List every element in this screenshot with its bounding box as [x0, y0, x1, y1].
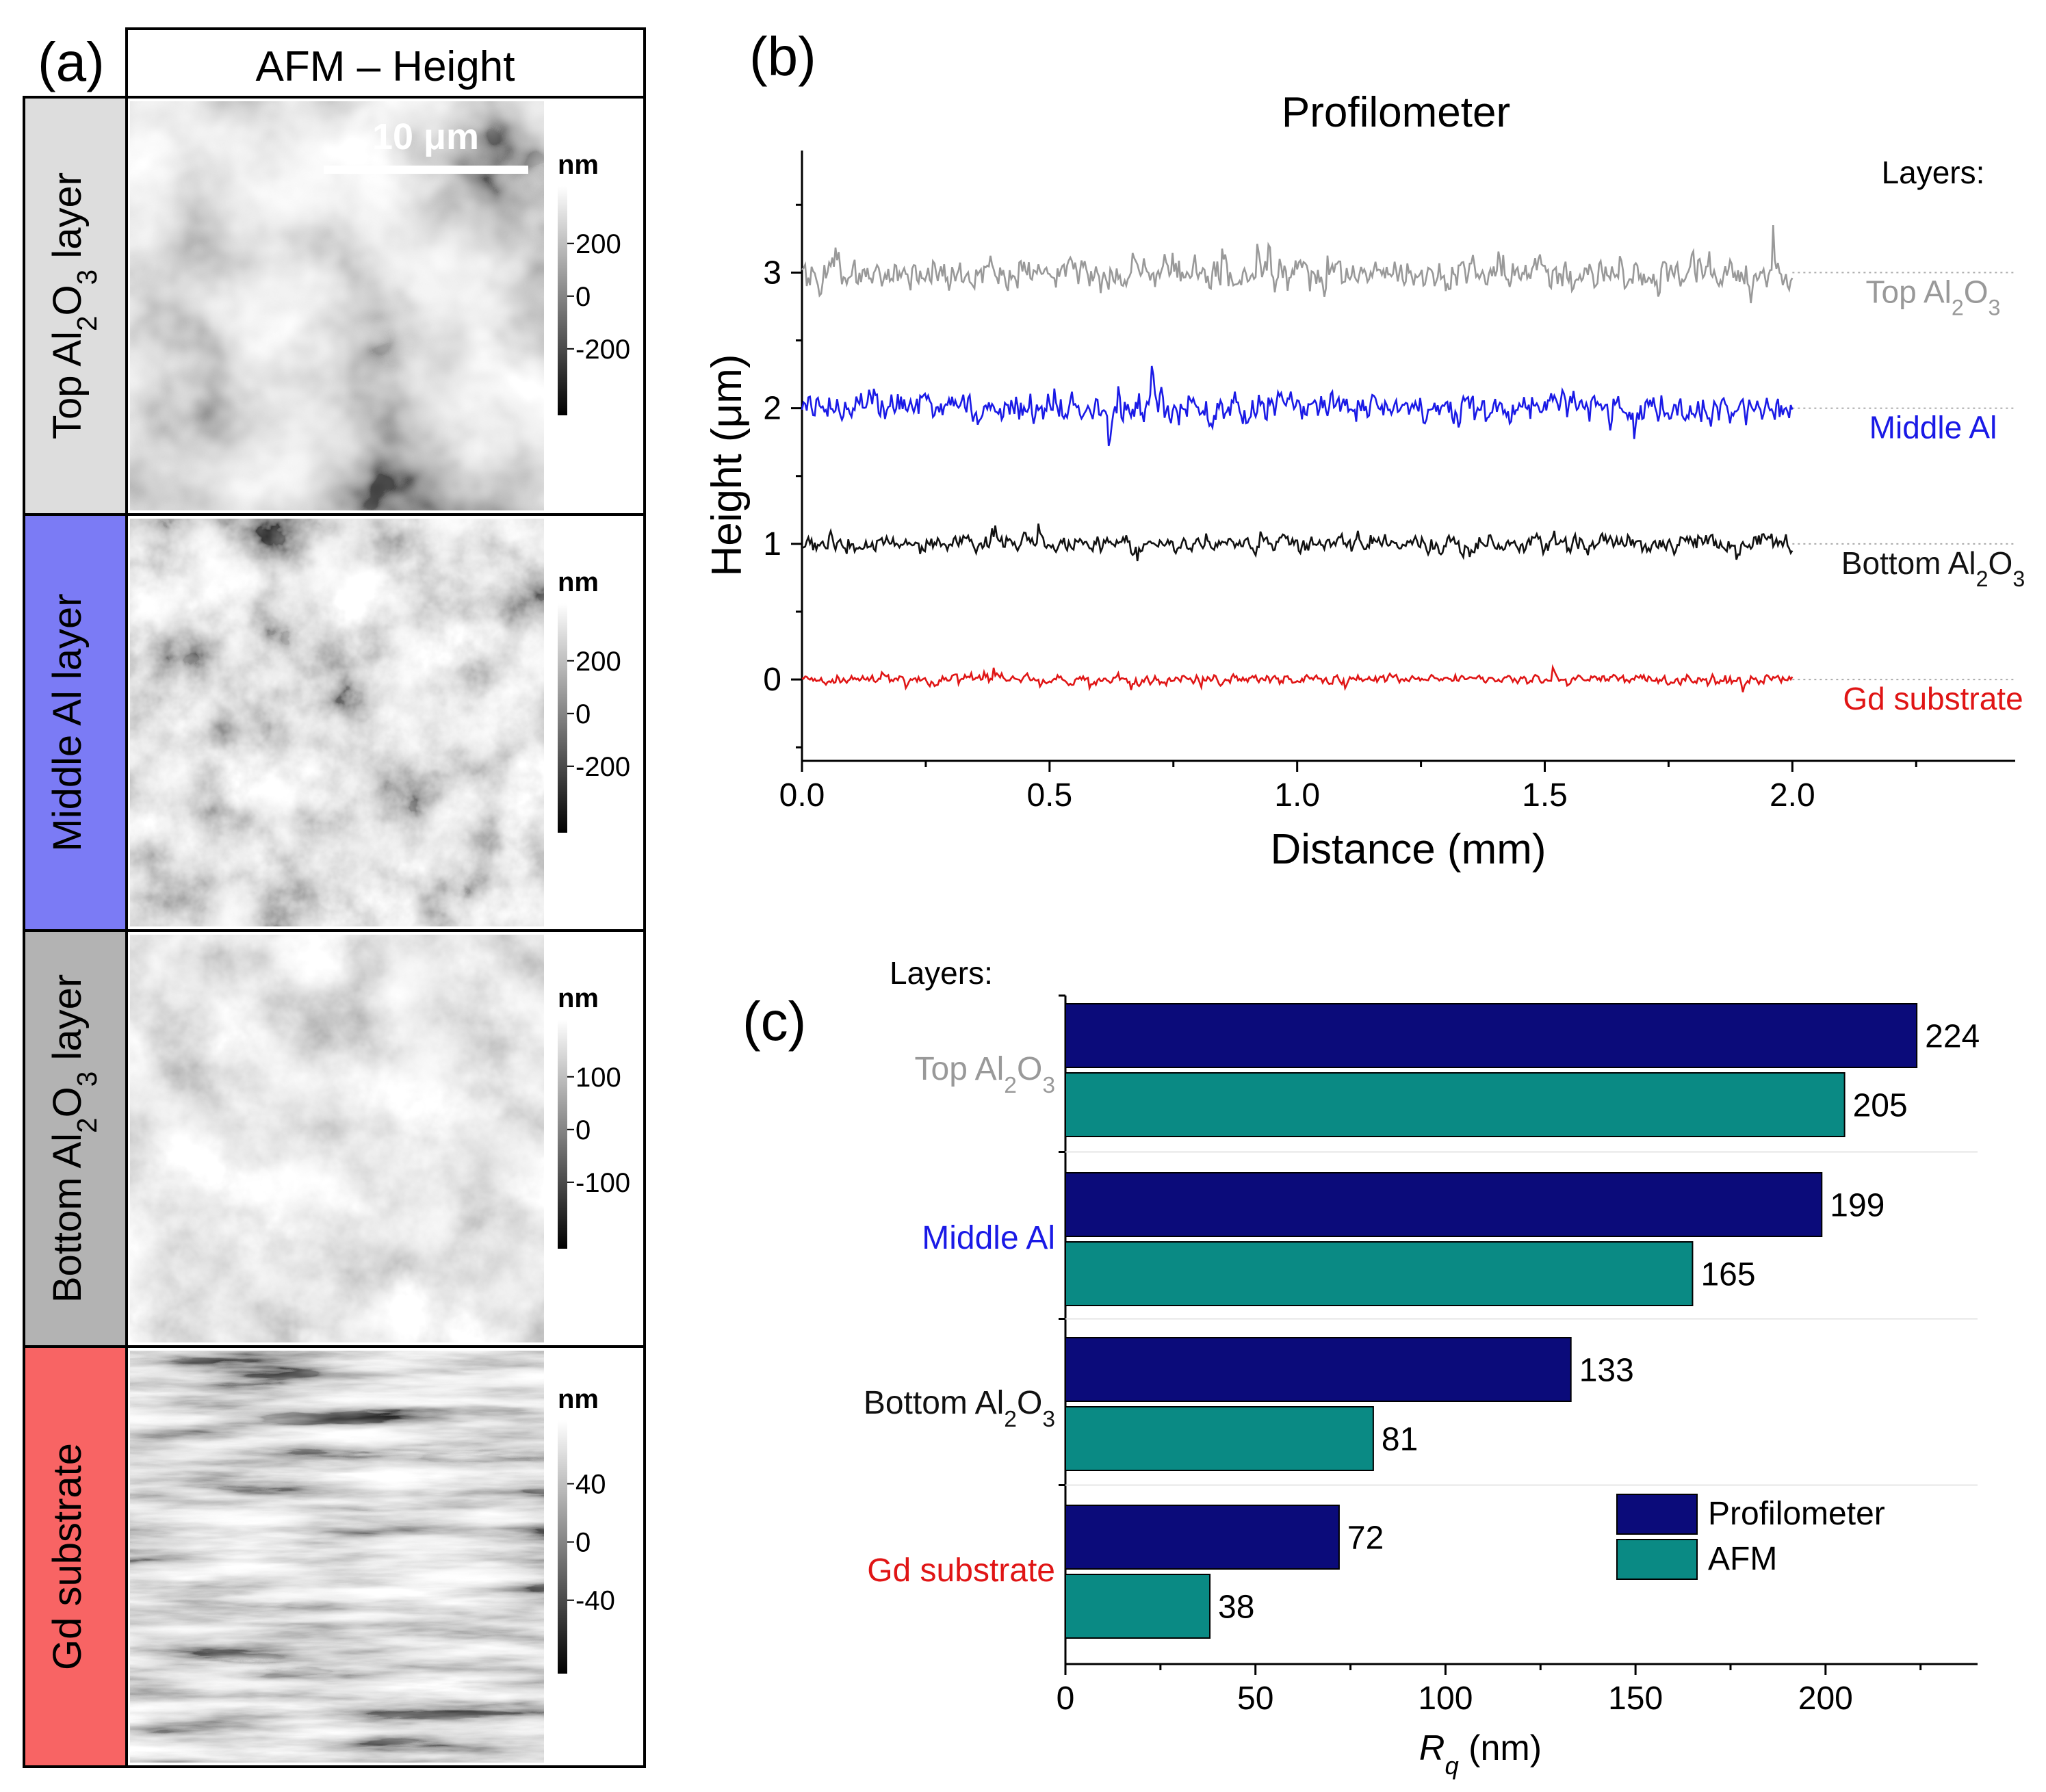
afm-header: AFM – Height — [255, 43, 515, 90]
bar-legend-swatch — [1616, 1539, 1698, 1580]
profile-layer-label: Top Al2O3 — [1866, 274, 2001, 320]
profile-x-tick-label: 0.0 — [779, 777, 825, 814]
bar-value-label: 72 — [1347, 1520, 1384, 1557]
panel-b-label: (b) — [749, 26, 816, 87]
bar-value-label: 165 — [1700, 1257, 1755, 1293]
afm-row-label: Bottom Al2O3 layer — [45, 974, 103, 1303]
afm-row-label-band — [25, 932, 125, 1345]
profile-x-tick-label: 1.5 — [1522, 777, 1568, 814]
panel-c-label: (c) — [742, 991, 806, 1052]
profile-layer-label: Middle Al — [1869, 410, 1997, 445]
bar — [1065, 1574, 1211, 1639]
afm-row-label: Gd substrate — [45, 1443, 90, 1670]
bar-category-label: Bottom Al2O3 — [864, 1385, 1055, 1432]
afm-row-label-band — [25, 516, 125, 929]
profile-series-line — [801, 523, 1794, 562]
bar-category-label: Middle Al — [922, 1220, 1055, 1256]
afm-height-image — [130, 519, 544, 926]
colorbar-tick-label: 100 — [575, 1063, 621, 1093]
bar — [1065, 1172, 1823, 1237]
colorbar — [558, 603, 567, 833]
profilometer-title: Profilometer — [1282, 89, 1510, 136]
colorbar-tick-label: -40 — [575, 1586, 615, 1616]
colorbar-tick-label: -100 — [575, 1168, 630, 1198]
panel-c-roughness: (c) Layers: 0 50 100 150 200 Rq (nm) Top Al2O3… — [742, 955, 1980, 1780]
bar — [1065, 1337, 1572, 1402]
colorbar — [558, 1420, 567, 1674]
panel-a-label: (a) — [38, 31, 105, 92]
colorbar-unit: nm — [558, 1384, 599, 1414]
afm-row-label-band — [25, 99, 125, 513]
bar — [1065, 1241, 1694, 1306]
afm-row: Middle Al layer nm 200 0 -200 — [24, 513, 645, 929]
profile-series-line — [801, 224, 1794, 304]
bar-value-label: 199 — [1830, 1188, 1885, 1224]
afm-height-image — [130, 101, 544, 510]
profile-y-tick-label: 1 — [763, 526, 781, 562]
bar-value-label: 38 — [1218, 1589, 1254, 1626]
afm-row-label: Middle Al layer — [45, 593, 90, 851]
bar-x-axis-title: Rq (nm) — [1419, 1728, 1542, 1780]
colorbar-tick-label: 200 — [575, 647, 621, 677]
bar-value-label: 81 — [1382, 1422, 1418, 1458]
profile-x-axis-title: Distance (mm) — [1270, 826, 1546, 873]
afm-height-image — [130, 935, 544, 1342]
bar — [1065, 1072, 1846, 1137]
profile-series-line — [801, 365, 1794, 447]
bar-value-label: 224 — [1925, 1019, 1980, 1055]
profile-legend-header: Layers: — [1882, 155, 1985, 190]
bar-legend-label: AFM — [1708, 1541, 1777, 1577]
afm-row-label: Top Al2O3 layer — [45, 172, 103, 439]
profile-y-axis-title: Height (μm) — [703, 354, 751, 576]
bar-legend-header: Layers: — [890, 955, 993, 991]
colorbar-unit: nm — [558, 567, 599, 597]
colorbar-unit: nm — [558, 983, 599, 1013]
panel-b-profilometer: (b) Profilometer Layers: 0.0 0.5 1.0 1.5 2.0… — [703, 26, 2025, 873]
bar — [1065, 1406, 1374, 1471]
profile-layer-label: Bottom Al2O3 — [1841, 545, 2025, 591]
profile-x-tick-label: 0.5 — [1026, 777, 1072, 814]
bar-legend-swatch — [1616, 1494, 1698, 1535]
afm-row: Gd substrate nm 40 0 -40 — [24, 1345, 645, 1765]
bar-category-label: Top Al2O3 — [915, 1051, 1055, 1098]
profile-y-tick-label: 0 — [763, 662, 781, 698]
bar-value-label: 205 — [1853, 1088, 1908, 1124]
afm-row-label-band — [25, 1348, 125, 1765]
bar-x-tick-label: 0 — [1057, 1680, 1075, 1717]
bar — [1065, 1505, 1340, 1570]
bar-value-label: 133 — [1579, 1353, 1634, 1389]
profile-y-tick-label: 3 — [763, 255, 781, 291]
colorbar — [558, 1020, 567, 1249]
scale-bar-label: 10 μm — [372, 116, 479, 157]
profile-x-tick-label: 1.0 — [1274, 777, 1320, 814]
colorbar-tick-label: 40 — [575, 1470, 606, 1500]
profile-y-tick-label: 2 — [763, 391, 781, 427]
colorbar-tick-label: 200 — [575, 229, 621, 259]
colorbar-tick-label: 0 — [575, 1528, 591, 1558]
panel-a-afm: (a) AFM – Height Top Al2O3 layer nm 200 0 -2… — [23, 27, 646, 1768]
bar-x-tick-label: 50 — [1237, 1680, 1273, 1717]
afm-row: Bottom Al2O3 layer nm 100 0 -100 — [24, 929, 645, 1345]
bar — [1065, 1003, 1918, 1068]
colorbar-tick-label: 0 — [575, 282, 591, 312]
bar-legend-label: Profilometer — [1708, 1496, 1885, 1532]
bar-x-tick-label: 150 — [1608, 1680, 1663, 1717]
bar-x-tick-label: 100 — [1418, 1680, 1473, 1717]
afm-height-image — [130, 1351, 544, 1763]
afm-row: Top Al2O3 layer nm 200 0 -200 — [25, 99, 630, 513]
colorbar-unit: nm — [558, 150, 599, 180]
profile-x-tick-label: 2.0 — [1770, 777, 1815, 814]
colorbar-tick-label: -200 — [575, 752, 630, 782]
bar-x-tick-label: 200 — [1798, 1680, 1853, 1717]
profile-series-line — [801, 664, 1794, 692]
colorbar-tick-label: 0 — [575, 1115, 591, 1145]
profile-layer-label: Gd substrate — [1843, 681, 2023, 716]
bar-category-label: Gd substrate — [867, 1553, 1055, 1589]
colorbar — [558, 186, 567, 415]
colorbar-tick-label: -200 — [575, 335, 630, 365]
colorbar-tick-label: 0 — [575, 699, 591, 729]
